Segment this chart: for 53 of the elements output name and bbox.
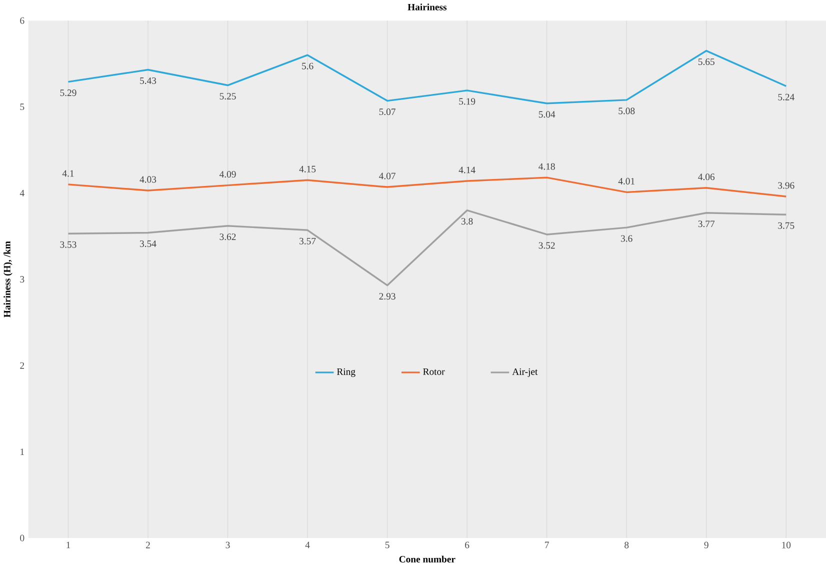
x-tick-label: 3	[226, 542, 230, 548]
legend-label: Ring	[336, 368, 356, 377]
data-label: 3.54	[140, 240, 156, 247]
data-label: 4.18	[538, 163, 555, 170]
y-tick-label: 5	[20, 104, 24, 110]
x-tick-label: 9	[704, 542, 708, 548]
x-tick-label: 1	[66, 542, 70, 548]
data-label: 5.29	[60, 90, 76, 96]
y-tick-label: 2	[20, 362, 24, 369]
data-label: 5.04	[538, 111, 556, 118]
data-label: 5.08	[618, 108, 635, 114]
data-label: 3.53	[60, 241, 76, 248]
data-label: 5.07	[379, 108, 396, 116]
legend-label: Rotor	[423, 368, 445, 375]
y-tick-label: 0	[20, 534, 24, 542]
legend-label: Air-jet	[512, 368, 538, 377]
data-label: 4.09	[219, 170, 236, 178]
data-label: 3.57	[300, 238, 316, 244]
x-tick-label: 10	[782, 542, 791, 548]
x-tick-label: 2	[146, 542, 150, 548]
y-tick-label: 1	[20, 448, 24, 455]
data-label: 5.6	[302, 62, 314, 70]
x-tick-label: 7	[545, 542, 549, 548]
data-label: 4.01	[618, 178, 634, 184]
x-tick-label: 6	[465, 542, 470, 548]
data-label: 4.1	[62, 170, 74, 177]
data-label: 5.19	[459, 98, 476, 105]
data-label: 4.03	[140, 176, 156, 183]
data-label: 3.75	[778, 222, 794, 229]
x-tick-label: 8	[624, 542, 629, 548]
data-label: 3.77	[698, 220, 715, 228]
x-tick-label: 4	[305, 542, 310, 548]
y-tick-label: 6	[20, 17, 24, 24]
data-label: 5.43	[140, 77, 156, 84]
y-axis-title: Hairiness (H), /km	[4, 241, 12, 318]
chart-title: Hairiness	[408, 4, 447, 10]
y-tick-label: 3	[20, 276, 24, 283]
data-label: 5.65	[698, 58, 714, 66]
data-label: 4.06	[698, 174, 715, 180]
data-label: 3.6	[621, 235, 632, 242]
data-label: 5.25	[220, 92, 236, 100]
data-label: 2.93	[379, 293, 396, 300]
data-label: 3.62	[220, 234, 236, 240]
data-label: 4.15	[299, 166, 316, 172]
y-tick-label: 4	[20, 190, 24, 196]
x-axis-title: Cone number	[399, 556, 456, 562]
x-tick-label: 5	[385, 542, 390, 548]
data-label: 4.14	[458, 166, 476, 174]
data-label: 3.52	[538, 242, 555, 249]
data-label: 4.07	[379, 172, 396, 180]
data-label: 5.24	[778, 94, 794, 100]
data-label: 3.96	[778, 182, 794, 189]
data-label: 3.8	[461, 218, 473, 225]
